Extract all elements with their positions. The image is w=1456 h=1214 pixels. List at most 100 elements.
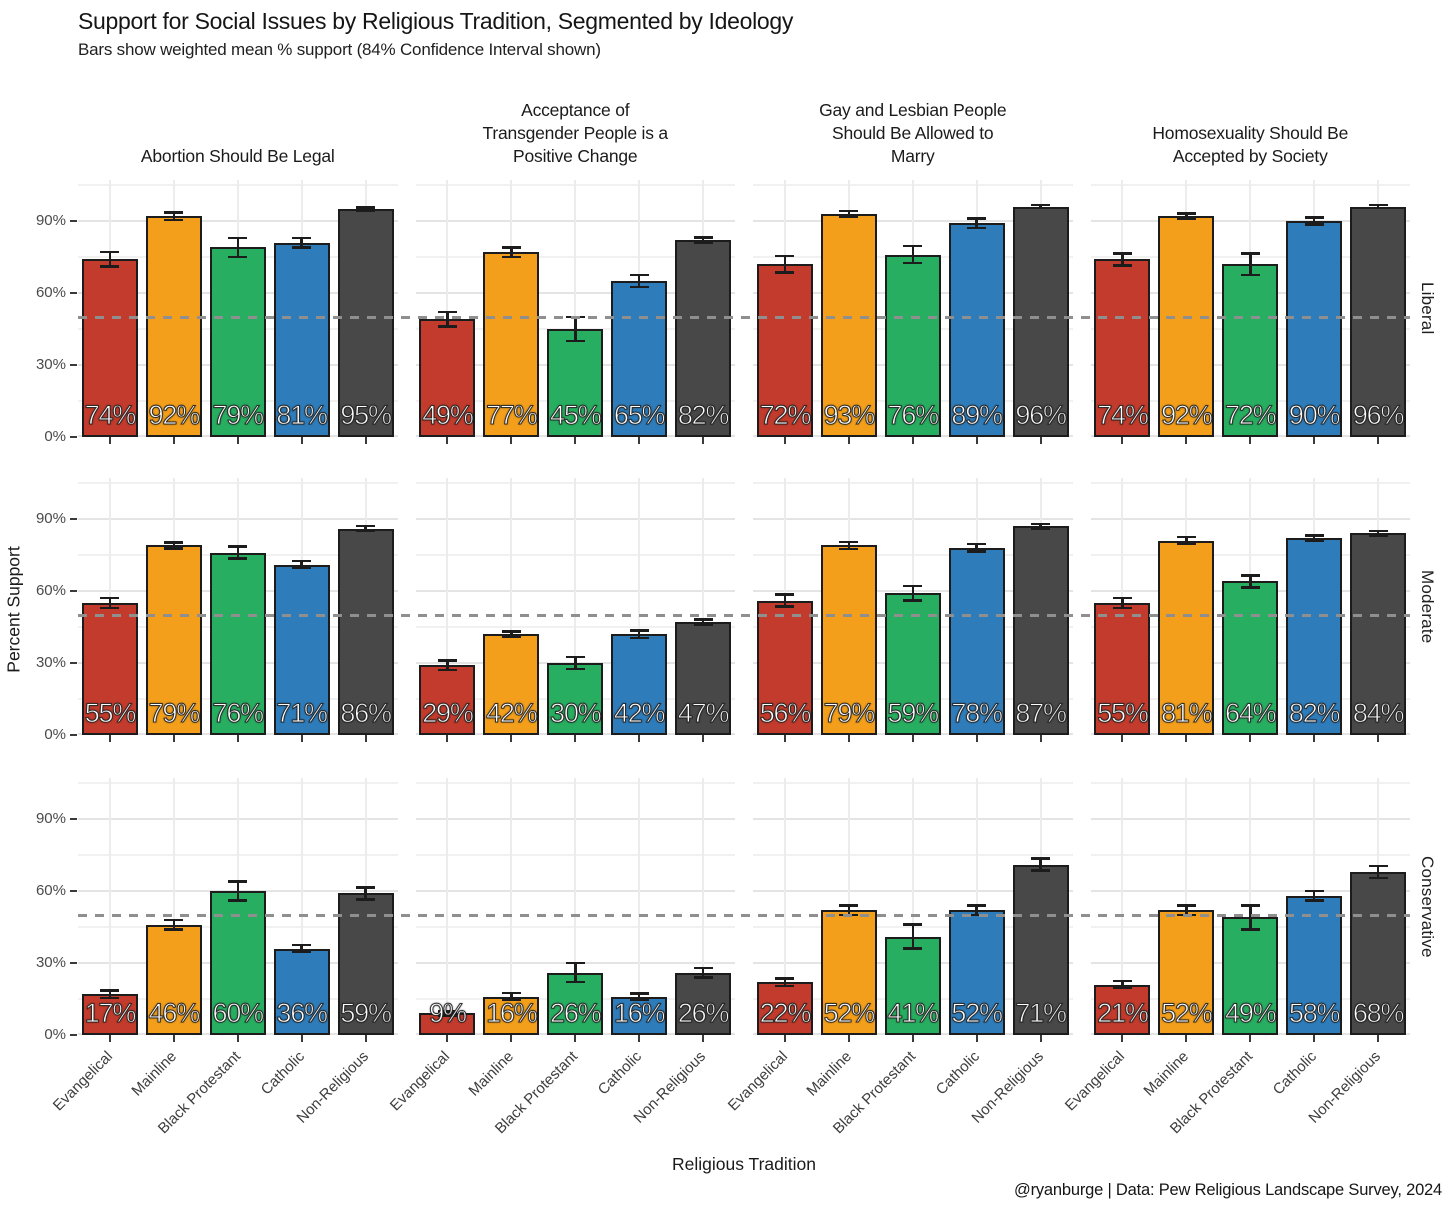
error-bar-cap (437, 1010, 457, 1013)
error-bar-cap (356, 209, 376, 212)
x-axis-tick (446, 1035, 449, 1042)
gridline (510, 478, 513, 735)
bar (675, 972, 732, 1035)
x-axis-tick (783, 437, 786, 444)
x-axis-tick (1377, 1035, 1380, 1042)
error-bar-cap (629, 998, 649, 1001)
error-bar (637, 993, 641, 1000)
error-bar-cap (1304, 889, 1324, 893)
error-bar-cap (228, 255, 248, 259)
error-bar-cap (164, 547, 184, 550)
x-axis-tick (847, 1035, 850, 1042)
error-bar (1185, 213, 1188, 220)
error-bar-cap (693, 623, 713, 627)
bar (1158, 216, 1215, 437)
error-bar-cap (356, 524, 376, 528)
bar-value-label: 93% (823, 400, 876, 430)
bar (145, 216, 202, 437)
error-bar (1376, 531, 1380, 536)
bar-value-label: 92% (148, 400, 201, 430)
y-axis-tick (70, 292, 77, 294)
error-bar-cap (292, 236, 312, 240)
error-bar (847, 905, 851, 915)
gridline (638, 478, 641, 735)
bars-panel: 55% 81% 64% 82% 84% (1090, 478, 1410, 735)
x-axis-tick (510, 735, 513, 742)
error-bar-cap (1240, 252, 1260, 255)
x-axis-tick (1249, 437, 1252, 444)
bars-panel: 55% 79% 76% 71% 86% (78, 478, 398, 735)
x-axis-tick (172, 437, 175, 444)
bar-value-label: 52% (1161, 998, 1214, 1028)
x-axis-tick (574, 1035, 577, 1042)
x-axis-tick (172, 1035, 175, 1042)
error-bar (364, 887, 367, 900)
error-bar-cap (501, 255, 521, 259)
error-bar-cap (1240, 574, 1260, 577)
x-axis-tick (1249, 735, 1252, 742)
error-bar (911, 586, 914, 601)
x-axis-tick (702, 735, 705, 742)
bar (1286, 221, 1343, 437)
bar-value-label: 95% (340, 400, 393, 430)
x-axis-title: Religious Tradition (672, 1154, 816, 1174)
y-tick-label: 0% (44, 1026, 66, 1043)
gridline (783, 778, 786, 1035)
error-bar (783, 978, 787, 986)
x-axis-tick (510, 1035, 513, 1042)
error-bar-cap (1368, 534, 1388, 538)
error-bar-cap (693, 976, 713, 979)
gridline (1121, 778, 1124, 1035)
bar (1350, 206, 1407, 437)
error-bar-cap (292, 566, 312, 570)
error-bar-cap (164, 211, 184, 214)
error-bar-cap (693, 236, 713, 239)
error-bar (236, 881, 239, 901)
error-bar-cap (100, 596, 120, 600)
bar-value-label: 30% (550, 698, 603, 728)
error-bar-cap (1031, 857, 1051, 860)
y-tick-label: 30% (35, 654, 66, 671)
bar-value-label: 79% (148, 698, 201, 728)
bar (145, 924, 202, 1035)
bars-panel: 9% 16% 26% 16% 26% (415, 778, 735, 1035)
bar (145, 545, 202, 735)
error-bar-cap (501, 991, 521, 995)
error-bar (108, 598, 112, 608)
facet-row-label: Liberal (1418, 282, 1437, 335)
bar (1094, 603, 1151, 735)
error-bar-cap (565, 655, 585, 659)
error-bar-cap (565, 339, 585, 343)
bar (1012, 864, 1069, 1035)
gridline (702, 778, 705, 1035)
bars-panel: 29% 42% 30% 42% 47% (415, 478, 735, 735)
bar-value-label: 79% (823, 698, 876, 728)
x-axis-tick (446, 735, 449, 742)
error-bar-cap (1112, 596, 1132, 600)
x-axis-tick (1313, 437, 1316, 444)
bar (675, 622, 732, 735)
bars-panel: 72% 93% 76% 89% 96% (753, 180, 1073, 437)
bar-value-label: 26% (550, 998, 603, 1028)
error-bar (1249, 905, 1252, 930)
x-axis-tick (364, 437, 367, 444)
error-bar-cap (1368, 876, 1388, 880)
error-bar (364, 207, 367, 211)
error-bar-cap (1240, 928, 1260, 931)
y-axis-tick (70, 734, 77, 736)
error-bar (446, 312, 449, 327)
bar-value-label: 41% (887, 998, 940, 1028)
bar (209, 552, 266, 735)
facet-row-label: Moderate (1418, 569, 1437, 644)
error-bar (1039, 523, 1042, 529)
bar-value-label: 72% (759, 400, 812, 430)
x-axis-tick (108, 1035, 111, 1042)
bar (419, 665, 476, 735)
y-axis-tick (70, 1034, 77, 1036)
bar-value-label: 22% (759, 998, 812, 1028)
bar-value-label: 76% (212, 698, 265, 728)
error-bar-cap (1368, 864, 1388, 868)
gridline (172, 778, 175, 1035)
facet-column-header: Gay and Lesbian People Should Be Allowed… (819, 99, 1007, 166)
x-axis-tick (574, 437, 577, 444)
